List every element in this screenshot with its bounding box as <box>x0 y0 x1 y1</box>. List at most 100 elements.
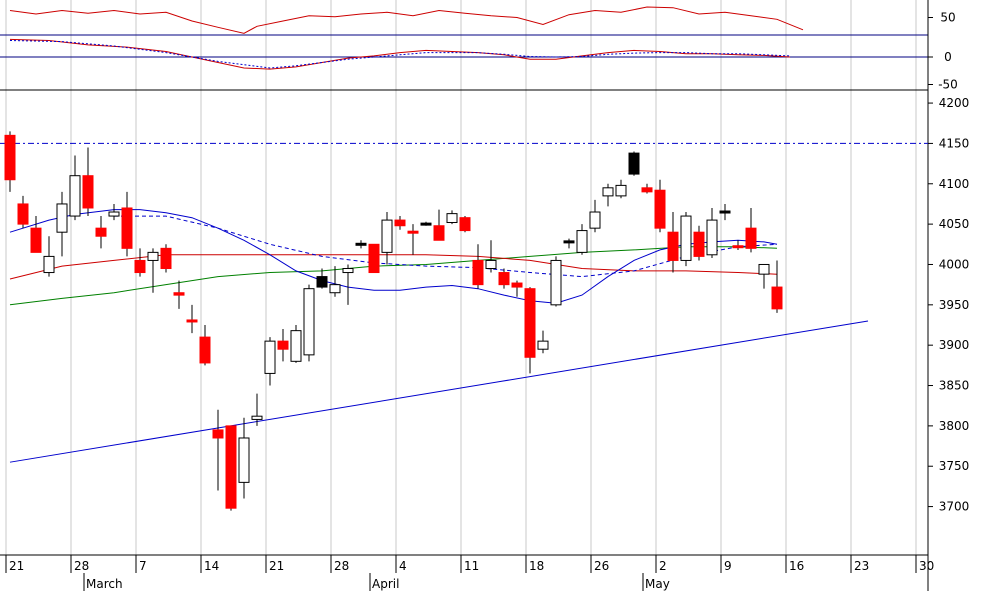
candle-body <box>303 288 315 356</box>
candle-body <box>537 340 549 350</box>
price-tick-label: 3900 <box>939 338 970 352</box>
candle-body <box>56 203 68 233</box>
candle-body <box>550 259 562 306</box>
candle-body <box>732 245 744 249</box>
candle-body <box>407 230 419 234</box>
candle-body <box>719 210 731 214</box>
candle-body <box>134 259 146 274</box>
candle-body <box>641 187 653 193</box>
candle-body <box>30 227 42 253</box>
candle-body <box>433 225 445 241</box>
candle-body <box>745 227 757 249</box>
candle-body <box>290 330 302 362</box>
candle-body <box>251 415 263 420</box>
candle-body <box>316 276 328 288</box>
date-tick-label: 21 <box>9 559 24 573</box>
candle-body <box>771 286 783 310</box>
candle-body <box>17 203 29 225</box>
oscillator-panel <box>9 6 804 34</box>
candle-body <box>472 259 484 286</box>
candle-body <box>368 243 380 274</box>
candle-body <box>121 207 133 249</box>
trend-line <box>9 320 869 463</box>
month-tick-label: April <box>372 577 399 591</box>
grid-lines <box>5 0 917 555</box>
macd-panel <box>9 38 791 70</box>
candle-body <box>563 240 575 244</box>
candle-body <box>95 227 107 237</box>
date-tick-label: 2 <box>659 559 667 573</box>
price-tick-label: 3750 <box>939 459 970 473</box>
date-tick-label: 18 <box>529 559 544 573</box>
macd-signal-line <box>9 40 791 69</box>
date-tick-label: 28 <box>74 559 89 573</box>
candle-body <box>186 319 198 323</box>
price-tick-label: 3800 <box>939 419 970 433</box>
date-tick-label: 16 <box>789 559 804 573</box>
candle-body <box>589 211 601 229</box>
candle-body <box>329 284 341 294</box>
candle-body <box>446 213 458 224</box>
candle-body <box>602 187 614 197</box>
candle-body <box>69 175 81 217</box>
candle-body <box>147 251 159 261</box>
date-tick-label: 23 <box>854 559 869 573</box>
candle-body <box>654 189 666 229</box>
date-tick-label: 30 <box>919 559 934 573</box>
price-tick-label: 4100 <box>939 177 970 191</box>
price-tick-label: 3950 <box>939 298 970 312</box>
price-overlays <box>0 142 928 463</box>
candle-body <box>264 340 276 374</box>
candle-body <box>277 340 289 350</box>
candle-body <box>615 184 627 197</box>
macd-line <box>9 38 791 70</box>
date-tick-label: 28 <box>334 559 349 573</box>
macd-tick-label: -50 <box>938 78 958 92</box>
moving-average-short <box>9 209 778 304</box>
oscillator-line <box>9 6 804 34</box>
candle-body <box>524 288 536 358</box>
candle-body <box>511 282 523 288</box>
candle-body <box>108 211 120 217</box>
date-tick-label: 26 <box>594 559 609 573</box>
price-axis: 3700 3750 3800 3850 3900 3950 4000 4050 4100 4150… <box>928 11 969 514</box>
price-tick-label: 3850 <box>939 379 970 393</box>
price-tick-label: 4050 <box>939 217 970 231</box>
candle-body <box>498 272 510 286</box>
candle-body <box>576 230 588 253</box>
candle-body <box>199 336 211 364</box>
date-tick-label: 4 <box>399 559 407 573</box>
candle-body <box>160 247 172 270</box>
candle-body <box>394 219 406 227</box>
moving-average-long <box>9 254 778 280</box>
candle-body <box>420 222 432 226</box>
candle-body <box>628 152 640 175</box>
month-tick-label: May <box>645 577 670 591</box>
candle-body <box>43 255 55 274</box>
candle-body <box>355 242 367 246</box>
candle-body <box>212 429 224 439</box>
date-tick-label: 11 <box>464 559 479 573</box>
candle-body <box>693 231 705 257</box>
candle-body <box>82 175 94 209</box>
price-tick-label: 4200 <box>939 96 970 110</box>
oscillator-tick-label: 50 <box>940 11 955 25</box>
candle-body <box>680 215 692 261</box>
candle-body <box>225 425 237 509</box>
price-tick-label: 4150 <box>939 136 970 150</box>
candle-body <box>173 292 185 296</box>
date-tick-label: 7 <box>139 559 147 573</box>
date-tick-label: 9 <box>724 559 732 573</box>
macd-tick-label: 0 <box>944 50 952 64</box>
date-tick-label: 14 <box>204 559 219 573</box>
candle-body <box>485 259 497 270</box>
candle-body <box>667 231 679 261</box>
moving-average-mid <box>9 246 778 306</box>
candle-body <box>706 219 718 256</box>
candle-body <box>4 134 16 181</box>
candle-body <box>459 217 471 232</box>
candle-body <box>342 268 354 274</box>
candle-body <box>381 219 393 253</box>
price-tick-label: 4000 <box>939 257 970 271</box>
